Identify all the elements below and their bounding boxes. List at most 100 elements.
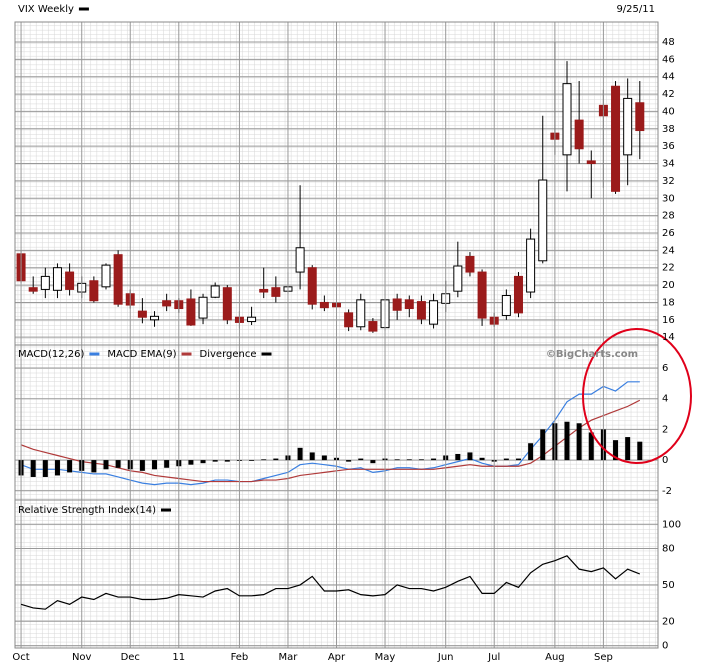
y-tick-label: 34 — [662, 159, 675, 170]
y-tick-label: 30 — [662, 193, 675, 204]
bar — [249, 460, 255, 461]
candle-body — [623, 97, 633, 156]
candle-body — [404, 299, 414, 310]
series-line — [20, 399, 641, 483]
date-label: 9/25/11 — [616, 4, 655, 15]
x-tick-label: Aug — [545, 652, 565, 663]
y-tick-label: 2 — [662, 424, 668, 435]
candle-body — [562, 83, 572, 156]
y-tick-label: 40 — [662, 106, 675, 117]
candle-body — [538, 179, 548, 262]
bar — [212, 460, 218, 462]
y-tick-label: 38 — [662, 124, 675, 135]
bar — [370, 460, 376, 464]
candle-body — [368, 321, 378, 332]
series-line — [20, 381, 640, 486]
candle-body — [526, 238, 536, 293]
x-tick-label: Mar — [279, 652, 299, 663]
candle-body — [307, 267, 317, 305]
candle-body — [611, 85, 621, 192]
bar — [613, 440, 619, 461]
bar — [115, 460, 121, 468]
candle-body — [513, 275, 523, 314]
bar — [273, 458, 279, 461]
plot-layer — [15, 22, 658, 648]
y-tick-label: 22 — [662, 263, 675, 274]
y-tick-label: 16 — [662, 315, 675, 326]
candle-body — [28, 287, 38, 292]
series-line — [20, 555, 641, 610]
y-tick-label: 18 — [662, 297, 675, 308]
candle-body — [416, 301, 426, 320]
candle-body — [89, 280, 99, 302]
bar — [164, 460, 170, 468]
bar — [528, 443, 534, 461]
bar — [515, 458, 521, 461]
candle-body — [210, 285, 220, 298]
bar — [188, 460, 194, 465]
bar — [297, 447, 303, 461]
x-tick-label: Feb — [231, 652, 249, 663]
candle-body — [574, 119, 584, 150]
candle-body — [356, 299, 366, 328]
y-tick-label: 20 — [662, 616, 675, 627]
candle-body — [137, 310, 147, 318]
bar — [309, 452, 315, 461]
bar — [588, 432, 594, 461]
y-tick-label: 14 — [662, 332, 675, 343]
bar — [67, 460, 73, 473]
bar — [418, 459, 424, 461]
y-tick-label: 44 — [662, 72, 675, 83]
y-tick-label: 28 — [662, 211, 675, 222]
bar — [224, 460, 230, 462]
candle-body — [101, 264, 111, 288]
bar — [455, 453, 461, 461]
bar — [139, 460, 145, 471]
bar — [42, 460, 48, 477]
bar — [152, 460, 158, 470]
y-tick-label: 80 — [662, 544, 675, 555]
candle-body — [222, 287, 232, 321]
y-tick-label: 48 — [662, 37, 675, 48]
candle-body — [162, 300, 172, 307]
bar — [576, 423, 582, 461]
x-tick-label: Apr — [328, 652, 346, 663]
bar — [346, 460, 352, 462]
y-tick-label: 36 — [662, 141, 675, 152]
candle-body — [271, 287, 281, 297]
bar — [394, 459, 400, 461]
x-tick-label: Jul — [487, 652, 500, 663]
candle-body — [477, 271, 487, 319]
bar — [406, 459, 412, 461]
x-tick-label: May — [375, 652, 396, 663]
x-tick-label: Oct — [12, 652, 29, 663]
bar — [431, 458, 437, 461]
candle-body — [319, 301, 329, 309]
bar — [261, 459, 267, 461]
y-tick-label: 32 — [662, 176, 675, 187]
bar — [91, 460, 97, 473]
candle-body — [198, 296, 208, 319]
y-tick-label: -2 — [662, 486, 672, 497]
y-tick-label: 50 — [662, 580, 675, 591]
y-tick-label: 0 — [662, 455, 668, 466]
candle-body — [429, 300, 439, 325]
candle-body — [635, 102, 645, 132]
legend-label: MACD EMA(9) — [107, 349, 176, 360]
y-tick-label: 20 — [662, 280, 675, 291]
candle-body — [501, 295, 511, 316]
y-tick-label: 24 — [662, 245, 675, 256]
bar — [479, 457, 485, 461]
candle-body — [465, 255, 475, 273]
bar — [54, 460, 60, 476]
candle-body — [186, 298, 196, 326]
y-tick-label: 4 — [662, 394, 668, 405]
candle-body — [586, 160, 596, 165]
bar — [467, 452, 473, 461]
candle-body — [113, 254, 123, 305]
y-tick-label: 100 — [662, 519, 681, 530]
candle-body — [453, 265, 463, 292]
y-tick-label: 42 — [662, 89, 675, 100]
x-tick-label: Nov — [72, 652, 92, 663]
